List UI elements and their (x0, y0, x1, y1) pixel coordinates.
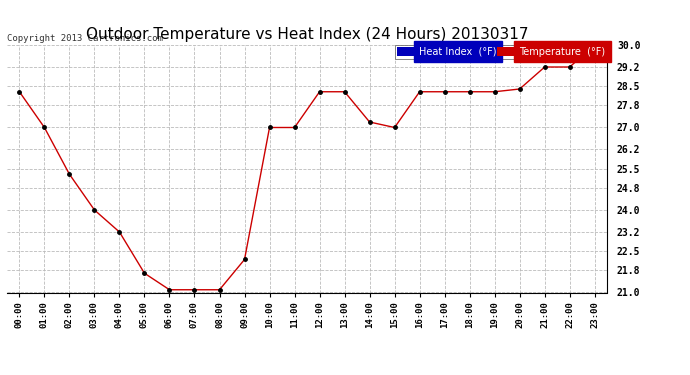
Title: Outdoor Temperature vs Heat Index (24 Hours) 20130317: Outdoor Temperature vs Heat Index (24 Ho… (86, 27, 529, 42)
Legend: Heat Index  (°F), Temperature  (°F): Heat Index (°F), Temperature (°F) (395, 45, 607, 59)
Text: Copyright 2013 Cartronics.com: Copyright 2013 Cartronics.com (7, 33, 163, 42)
